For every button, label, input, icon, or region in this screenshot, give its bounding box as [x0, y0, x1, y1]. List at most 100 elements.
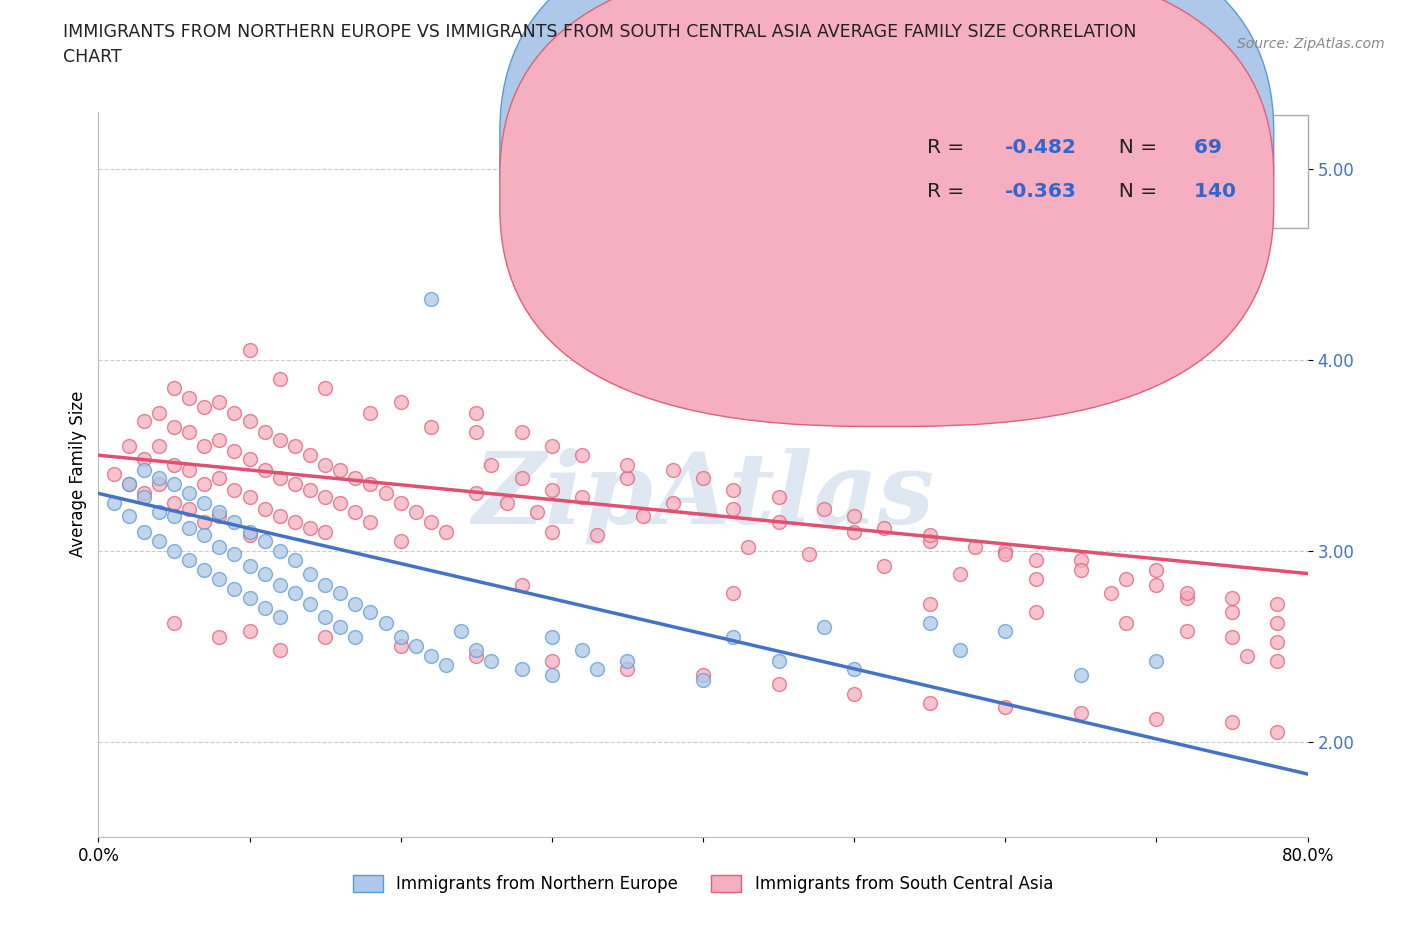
- Text: CHART: CHART: [63, 48, 122, 66]
- Point: [344, 471, 367, 485]
- Point: [994, 547, 1017, 562]
- Point: [918, 616, 941, 631]
- Point: [631, 509, 654, 524]
- Point: [314, 610, 336, 625]
- Point: [420, 291, 443, 306]
- Point: [405, 639, 427, 654]
- Point: [692, 471, 714, 485]
- Point: [314, 525, 336, 539]
- Point: [1070, 552, 1092, 567]
- Point: [314, 490, 336, 505]
- Point: [389, 629, 412, 644]
- Point: [253, 566, 276, 581]
- Point: [269, 509, 291, 524]
- Point: [224, 581, 246, 596]
- Text: N =: N =: [1105, 139, 1157, 157]
- Point: [994, 699, 1017, 714]
- Point: [132, 525, 155, 539]
- Point: [616, 458, 638, 472]
- Point: [465, 648, 488, 663]
- Point: [465, 643, 488, 658]
- Point: [299, 447, 322, 462]
- Point: [465, 486, 488, 501]
- Point: [1220, 715, 1243, 730]
- Point: [616, 661, 638, 676]
- Point: [299, 520, 322, 535]
- Point: [661, 496, 683, 511]
- Y-axis label: Average Family Size: Average Family Size: [69, 392, 87, 557]
- Point: [253, 601, 276, 616]
- Point: [224, 444, 246, 458]
- Point: [329, 585, 352, 600]
- Point: [918, 534, 941, 549]
- Point: [179, 463, 201, 478]
- Point: [284, 552, 307, 567]
- Point: [163, 509, 186, 524]
- Text: ZipAtlas: ZipAtlas: [472, 448, 934, 544]
- Point: [163, 543, 186, 558]
- Point: [163, 616, 186, 631]
- Point: [299, 566, 322, 581]
- Point: [224, 547, 246, 562]
- Point: [179, 552, 201, 567]
- Point: [239, 623, 262, 638]
- Point: [510, 471, 533, 485]
- Point: [434, 658, 457, 672]
- Point: [571, 490, 593, 505]
- Point: [239, 343, 262, 358]
- Point: [389, 639, 412, 654]
- Point: [329, 496, 352, 511]
- Point: [405, 505, 427, 520]
- Point: [253, 425, 276, 440]
- Point: [481, 458, 503, 472]
- Point: [360, 476, 382, 491]
- Point: [844, 661, 866, 676]
- Point: [284, 476, 307, 491]
- Point: [420, 514, 443, 529]
- Text: R =: R =: [927, 139, 970, 157]
- Point: [193, 528, 215, 543]
- Point: [148, 438, 170, 453]
- Point: [193, 476, 215, 491]
- Point: [148, 476, 170, 491]
- Point: [344, 597, 367, 612]
- Point: [389, 394, 412, 409]
- Point: [208, 539, 231, 554]
- Point: [284, 585, 307, 600]
- Point: [1267, 597, 1289, 612]
- Point: [314, 458, 336, 472]
- Point: [344, 505, 367, 520]
- Point: [269, 543, 291, 558]
- Point: [510, 661, 533, 676]
- Point: [314, 381, 336, 396]
- Point: [239, 490, 262, 505]
- Point: [768, 654, 790, 669]
- Point: [510, 425, 533, 440]
- Point: [132, 490, 155, 505]
- Point: [269, 610, 291, 625]
- Point: [179, 520, 201, 535]
- Point: [768, 677, 790, 692]
- Point: [239, 414, 262, 429]
- Point: [723, 482, 745, 497]
- Point: [148, 505, 170, 520]
- Point: [1144, 578, 1167, 592]
- Point: [949, 643, 972, 658]
- Legend: Immigrants from Northern Europe, Immigrants from South Central Asia: Immigrants from Northern Europe, Immigra…: [344, 867, 1062, 901]
- Point: [163, 381, 186, 396]
- Point: [193, 496, 215, 511]
- Point: [918, 696, 941, 711]
- Point: [1024, 604, 1046, 619]
- Point: [344, 629, 367, 644]
- Point: [314, 578, 336, 592]
- Point: [540, 525, 562, 539]
- Point: [994, 623, 1017, 638]
- Point: [1070, 668, 1092, 683]
- Point: [374, 616, 396, 631]
- Point: [1070, 706, 1092, 721]
- Point: [873, 520, 896, 535]
- Point: [132, 414, 155, 429]
- Text: -0.482: -0.482: [1005, 139, 1077, 157]
- Point: [949, 566, 972, 581]
- Point: [1144, 654, 1167, 669]
